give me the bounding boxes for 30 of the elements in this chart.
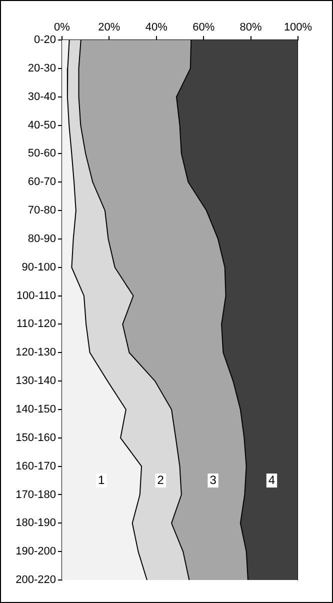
- y-tick-label: 40-50: [28, 119, 56, 132]
- x-tick-label: 20%: [98, 21, 120, 34]
- y-tick-label: 50-60: [28, 148, 56, 160]
- x-tick-label: 0%: [54, 21, 70, 34]
- y-tick-label: 170-180: [16, 488, 56, 501]
- series-label: 1: [98, 472, 106, 487]
- y-tick-label: 100-110: [16, 290, 56, 302]
- y-tick-label: 190-200: [16, 546, 56, 558]
- y-tick-label: 140-150: [16, 404, 56, 416]
- y-tick-label: 180-190: [16, 517, 56, 530]
- x-tick-label: 60%: [192, 21, 215, 34]
- series-label: 2: [157, 472, 164, 487]
- x-tick-label: 100%: [284, 21, 312, 34]
- y-tick-label: 160-170: [16, 460, 56, 472]
- y-tick-label: 80-90: [28, 232, 56, 245]
- series-label: 4: [268, 472, 276, 487]
- y-tick-label: 20-30: [28, 62, 56, 74]
- x-tick-label: 40%: [145, 21, 168, 34]
- series-label: 3: [210, 472, 217, 487]
- y-tick-label: 70-80: [28, 204, 56, 217]
- y-tick-label: 120-130: [16, 346, 56, 359]
- y-tick-label: 200-220: [16, 574, 56, 586]
- y-tick-label: 30-40: [28, 90, 56, 103]
- y-tick-label: 130-140: [16, 375, 56, 388]
- y-tick-label: 150-160: [16, 432, 56, 444]
- x-tick-label: 80%: [240, 21, 262, 34]
- y-tick-label: 0-20: [34, 34, 56, 46]
- y-tick-label: 60-70: [28, 176, 56, 188]
- y-tick-label: 90-100: [22, 261, 56, 274]
- y-tick-label: 110-120: [16, 318, 56, 330]
